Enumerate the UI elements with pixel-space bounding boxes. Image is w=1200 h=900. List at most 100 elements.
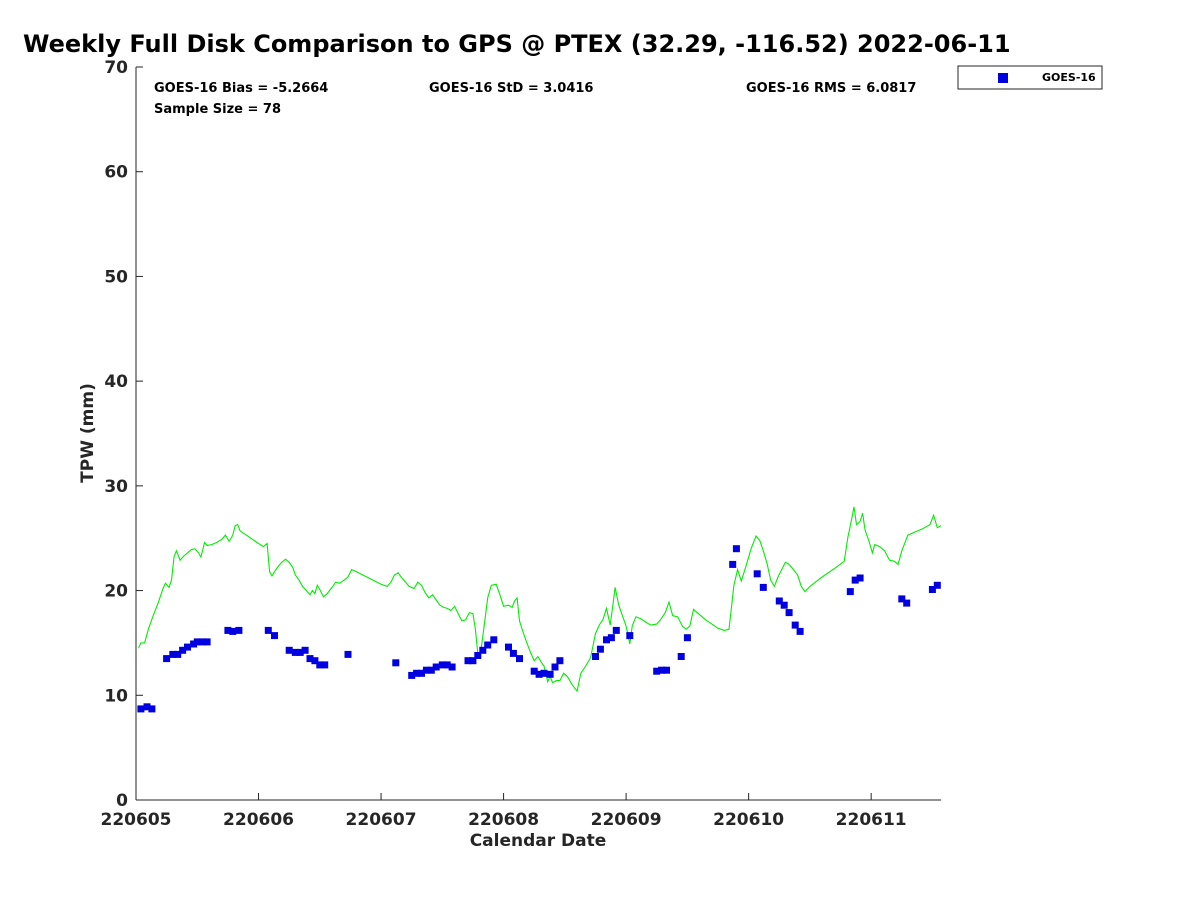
data-point: [301, 646, 309, 654]
data-point: [443, 661, 451, 669]
data-point: [530, 667, 538, 675]
data-point: [729, 560, 737, 568]
data-point: [321, 661, 329, 669]
data-point: [229, 627, 237, 635]
legend-label-goes16: GOES-16: [1042, 71, 1096, 84]
data-point: [903, 599, 911, 607]
x-tick-label: 220607: [346, 810, 417, 830]
x-axis-label: Calendar Date: [470, 831, 607, 851]
data-point: [427, 666, 435, 674]
data-point: [856, 574, 864, 582]
y-tick-label: 60: [104, 163, 128, 183]
data-point: [148, 705, 156, 713]
data-point: [418, 669, 425, 677]
data-point: [516, 655, 523, 663]
data-point: [469, 657, 477, 665]
data-point: [556, 657, 564, 665]
data-point: [484, 641, 492, 649]
data-point: [603, 636, 610, 644]
data-point: [184, 643, 191, 651]
data-point: [291, 648, 299, 656]
data-point: [271, 632, 278, 640]
y-tick-label: 0: [116, 791, 128, 811]
y-tick-label: 70: [104, 58, 128, 78]
data-point: [137, 705, 145, 713]
data-point: [933, 581, 941, 589]
data-point: [193, 638, 201, 646]
data-point: [791, 621, 799, 629]
data-point: [677, 653, 685, 660]
data-point: [898, 595, 906, 603]
data-point: [796, 627, 804, 635]
data-point: [658, 666, 666, 674]
data-point: [296, 648, 304, 656]
data-point: [596, 645, 604, 653]
legend-marker-goes16: [998, 73, 1008, 83]
rms-stat: GOES-16 RMS = 6.0817: [746, 81, 916, 96]
data-point: [490, 636, 498, 644]
data-point: [535, 670, 543, 678]
data-point: [928, 586, 936, 593]
data-point: [785, 609, 793, 617]
data-point: [683, 634, 691, 642]
tick-labels: 0 10 20 30 40 50 60 70 220605 220606 220607 220608 2…: [101, 58, 907, 830]
legend: GOES-16: [957, 65, 1103, 90]
data-point: [851, 576, 859, 584]
data-point: [753, 570, 761, 578]
goes16-points-layer: [137, 545, 941, 713]
y-tick-label: 40: [104, 372, 128, 392]
data-point: [780, 601, 788, 609]
data-point: [316, 661, 324, 669]
data-point: [759, 583, 767, 591]
bias-stat: GOES-16 Bias = -5.2664: [154, 81, 328, 96]
data-point: [163, 655, 171, 663]
x-tick-label: 220606: [223, 810, 294, 830]
data-point: [509, 649, 517, 657]
x-tick-label: 220610: [713, 810, 784, 830]
data-point: [464, 657, 472, 665]
data-point: [306, 655, 314, 663]
axes: [135, 66, 941, 801]
data-point: [224, 626, 232, 634]
data-point: [344, 650, 352, 658]
data-point: [505, 643, 512, 651]
x-tick-label: 220608: [468, 810, 539, 830]
data-point: [592, 653, 599, 660]
y-tick-label: 10: [104, 686, 128, 706]
data-point: [392, 659, 400, 667]
data-point: [422, 666, 430, 674]
data-point: [551, 663, 559, 671]
data-point: [408, 671, 416, 679]
x-tick-label: 220611: [836, 810, 907, 830]
data-point: [626, 632, 634, 640]
data-point: [448, 663, 456, 671]
y-tick-label: 50: [104, 267, 128, 287]
x-tick-label: 220609: [591, 810, 662, 830]
data-point: [174, 650, 182, 658]
data-point: [438, 661, 446, 669]
data-point: [775, 597, 783, 605]
data-point: [179, 646, 187, 654]
y-tick-label: 20: [104, 582, 128, 602]
chart-title: Weekly Full Disk Comparison to GPS @ PTE…: [23, 30, 1011, 58]
legend-box: [957, 65, 1103, 90]
data-point: [311, 657, 319, 665]
sample-size-stat: Sample Size = 78: [154, 102, 281, 117]
y-tick-label: 30: [104, 477, 128, 497]
data-point: [235, 626, 243, 634]
y-axis-label: TPW (mm): [78, 383, 98, 483]
data-point: [846, 588, 854, 596]
data-point: [285, 646, 293, 654]
data-point: [143, 703, 151, 711]
data-point: [203, 638, 211, 646]
data-point: [546, 670, 554, 678]
reference-line: [137, 506, 942, 693]
data-point: [732, 545, 740, 553]
data-point: [479, 646, 487, 654]
data-point: [663, 666, 670, 674]
data-point: [612, 626, 620, 634]
data-point: [264, 626, 272, 634]
x-tick-label: 220605: [101, 810, 172, 830]
std-stat: GOES-16 StD = 3.0416: [429, 81, 593, 96]
